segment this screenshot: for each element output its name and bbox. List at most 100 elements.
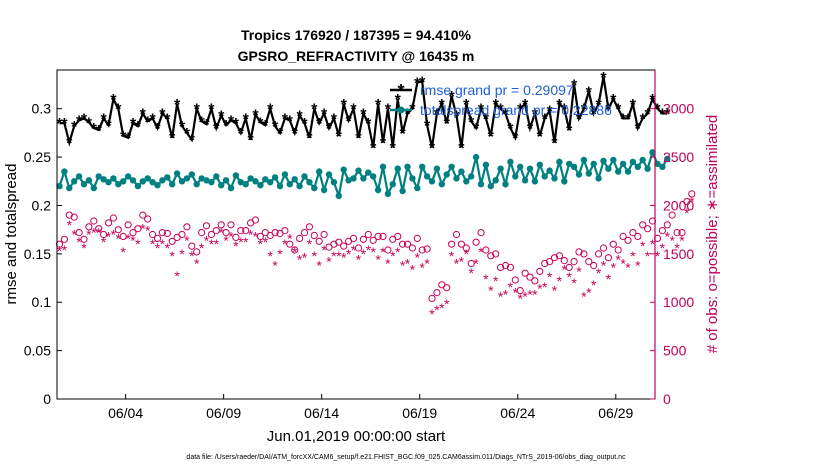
- obs-possible-point: [575, 248, 583, 256]
- obs-possible-point: [648, 217, 657, 225]
- rmse-point: *: [247, 133, 254, 150]
- obs-possible-point: [188, 242, 196, 250]
- obs-assimilated-point: *: [331, 248, 337, 264]
- rmse-point: *: [321, 107, 328, 124]
- y2-tick-label: 1500: [663, 246, 694, 262]
- rmse-point: *: [644, 107, 651, 124]
- spread-point: [497, 165, 504, 172]
- spread-point: [75, 173, 83, 180]
- obs-assimilated-point: *: [160, 236, 166, 252]
- obs-possible-point: [668, 211, 676, 219]
- obs-assimilated-point: *: [684, 205, 690, 221]
- obs-possible-point: [109, 214, 118, 222]
- obs-assimilated-point: *: [272, 258, 278, 274]
- rmse-point: *: [189, 133, 196, 150]
- obs-possible-point: [286, 240, 294, 248]
- obs-possible-point: [100, 230, 108, 239]
- spread-point: [237, 179, 244, 186]
- obs-assimilated-point: *: [562, 261, 568, 277]
- spread-point: [120, 178, 127, 185]
- spread-point: [139, 178, 146, 185]
- obs-possible-point: [129, 229, 137, 237]
- obs-assimilated-point: *: [665, 228, 671, 244]
- obs-assimilated-point: *: [488, 283, 494, 299]
- obs-possible-point: [374, 232, 382, 240]
- obs-possible-point: [291, 246, 299, 254]
- obs-possible-point: [595, 250, 603, 258]
- obs-assimilated-point: *: [150, 236, 156, 252]
- obs-possible-point: [281, 227, 289, 235]
- spread-point: [610, 156, 617, 164]
- rmse-point: *: [640, 111, 647, 128]
- obs-possible-point: [217, 221, 225, 229]
- rmse-point: *: [135, 119, 142, 136]
- rmse-point: *: [179, 119, 186, 136]
- obs-possible-point: [423, 245, 431, 253]
- obs-possible-point: [413, 234, 421, 242]
- rmse-point: *: [551, 136, 558, 153]
- spread-point: [105, 179, 112, 186]
- x-tick-label: 06/19: [402, 405, 437, 421]
- spread-point: [654, 160, 661, 168]
- obs-assimilated-point: *: [135, 236, 141, 252]
- obs-assimilated-point: *: [464, 246, 470, 262]
- obs-possible-point: [95, 225, 103, 233]
- spread-point: [541, 173, 548, 180]
- y-tick-label: 0.2: [32, 197, 52, 213]
- obs-assimilated-point: *: [674, 240, 680, 256]
- obs-assimilated-point: *: [615, 252, 621, 268]
- rmse-point: *: [198, 114, 205, 131]
- rmse-point: *: [395, 92, 402, 109]
- obs-assimilated-point: *: [532, 287, 538, 303]
- obs-possible-point: [541, 259, 549, 268]
- obs-assimilated-point: *: [282, 236, 288, 252]
- obs-possible-point: [428, 294, 436, 302]
- spread-point: [664, 155, 671, 163]
- spread-point: [232, 172, 240, 179]
- obs-assimilated-point: *: [76, 234, 82, 250]
- obs-possible-point: [394, 232, 402, 240]
- obs-possible-point: [472, 238, 480, 246]
- legend: * rmse grand pr = 0.29097 totalspread gr…: [390, 81, 612, 118]
- spread-point: [222, 177, 230, 184]
- rmse-point: *: [208, 102, 215, 119]
- obs-possible-point: [526, 273, 534, 281]
- rmse-point: *: [203, 117, 210, 134]
- spread-point: [629, 158, 637, 166]
- obs-possible-point: [516, 287, 524, 295]
- rmse-point: *: [473, 121, 480, 138]
- rmse-point: *: [591, 107, 598, 124]
- rmse-point: *: [542, 111, 549, 128]
- obs-possible-point: [590, 261, 598, 270]
- rmse-point: *: [76, 113, 83, 130]
- spread-point: [164, 174, 171, 181]
- spread-point: [345, 177, 352, 184]
- obs-assimilated-point: *: [547, 269, 553, 285]
- obs-possible-point: [433, 289, 441, 297]
- obs-assimilated-point: *: [204, 232, 210, 248]
- spread-point: [468, 173, 475, 180]
- obs-possible-point: [315, 237, 323, 245]
- rmse-point: *: [287, 113, 294, 130]
- obs-assimilated-point: *: [620, 256, 626, 272]
- rmse-point: *: [96, 123, 103, 140]
- obs-assimilated-point: *: [370, 244, 376, 260]
- rmse-point: *: [625, 111, 632, 128]
- spread-point: [173, 170, 181, 177]
- rmse-point: *: [414, 76, 421, 93]
- obs-assimilated-point: *: [410, 261, 416, 277]
- spread-point: [492, 177, 499, 184]
- obs-assimilated-point: *: [679, 232, 685, 248]
- y2-tick-label: 2000: [663, 197, 694, 213]
- spread-point: [100, 176, 107, 183]
- obs-possible-point: [134, 225, 142, 233]
- obs-assimilated-point: *: [390, 248, 396, 264]
- spread-point: [335, 192, 342, 199]
- rmse-line: [59, 76, 668, 148]
- spread-point: [178, 178, 186, 185]
- obs-possible-point: [604, 254, 613, 262]
- obs-assimilated-point: *: [86, 227, 92, 243]
- rmse-point: *: [458, 140, 465, 157]
- spread-point: [355, 167, 362, 174]
- rmse-point: *: [184, 126, 191, 143]
